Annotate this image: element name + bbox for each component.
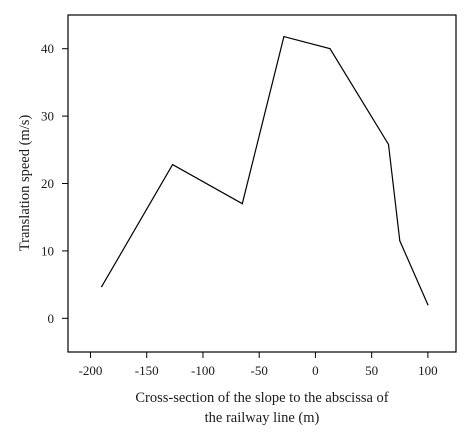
y-tick-label: 20 bbox=[41, 176, 54, 191]
x-tick-label: -100 bbox=[191, 363, 215, 378]
data-point bbox=[241, 203, 243, 205]
y-tick-label: 40 bbox=[41, 41, 54, 56]
y-axis-label: Translation speed (m/s) bbox=[17, 115, 33, 252]
data-point bbox=[283, 35, 285, 38]
x-axis-label-line-2: the railway line (m) bbox=[205, 410, 320, 426]
data-point bbox=[387, 143, 390, 146]
series-line bbox=[101, 35, 429, 306]
x-tick-label: -200 bbox=[79, 363, 103, 378]
y-tick-label: 10 bbox=[41, 243, 54, 258]
y-tick-label: 0 bbox=[48, 311, 55, 326]
data-point bbox=[171, 164, 174, 166]
x-tick-label: -50 bbox=[251, 363, 268, 378]
series-points bbox=[101, 35, 429, 306]
data-point bbox=[329, 48, 331, 50]
data-point bbox=[427, 304, 429, 306]
x-axis-label-line-1: Cross-section of the slope to the abscis… bbox=[135, 390, 388, 406]
data-point bbox=[101, 286, 103, 288]
data-point bbox=[399, 240, 401, 242]
x-tick-label: -150 bbox=[135, 363, 159, 378]
x-axis-ticks: -200 -150 -100 -50 0 50 100 bbox=[79, 352, 438, 378]
x-tick-label: 50 bbox=[365, 363, 378, 378]
x-tick-label: 0 bbox=[312, 363, 319, 378]
plot-frame bbox=[67, 14, 457, 353]
y-tick-label: 30 bbox=[41, 109, 54, 124]
y-axis-ticks: 0 10 20 30 40 bbox=[41, 41, 68, 326]
x-tick-label: 100 bbox=[418, 363, 438, 378]
